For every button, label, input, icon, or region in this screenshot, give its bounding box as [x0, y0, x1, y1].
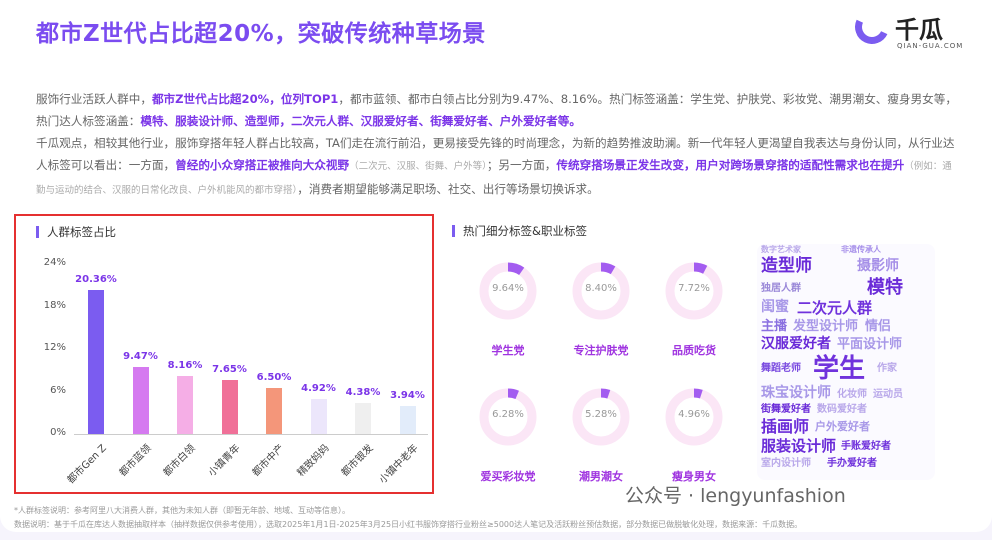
tag-donut: 6.28% — [479, 388, 537, 446]
cloud-word: 数码爱好者 — [817, 404, 867, 415]
cloud-word: 非遗传承人 — [841, 245, 881, 254]
cloud-word: 独居人群 — [761, 283, 801, 294]
audience-bar-chart: 人群标签占比 0% 6% 12% 18% 24% 20.36% 都市Gen Z 9.47% 都市… — [14, 214, 434, 494]
tag-donut: 8.40% — [572, 262, 630, 320]
y-tick: 18% — [43, 299, 66, 311]
cloud-word: 服装设计师 — [761, 437, 837, 455]
cloud-word: 插画师 — [761, 417, 810, 436]
cloud-word: 户外爱好者 — [815, 420, 870, 433]
y-tick: 12% — [43, 342, 66, 353]
x-tick: 精致妈妈 — [295, 442, 332, 479]
tag-donut: 9.64% — [479, 262, 537, 320]
tag-label: 潮男潮女 — [579, 470, 623, 483]
tag-value: 6.28% — [492, 409, 524, 420]
bar — [355, 402, 371, 434]
x-tick: 都市银发 — [339, 442, 376, 479]
tag-label: 专注护肤党 — [573, 344, 629, 357]
y-tick: 0% — [50, 427, 66, 438]
tag-value: 4.96% — [678, 409, 710, 420]
cloud-word: 手办爱好者 — [827, 458, 877, 469]
cloud-word: 学生 — [813, 354, 866, 384]
cloud-word: 情侣 — [865, 319, 892, 334]
tag-donut: 4.96% — [665, 388, 723, 446]
tag-donut: 5.28% — [572, 388, 630, 446]
y-tick: 6% — [50, 384, 66, 396]
logo-name: 千瓜 — [895, 16, 943, 44]
cloud-word: 珠宝设计师 — [761, 385, 831, 401]
page-title: 都市Z世代占比超20%，突破传统种草场景 — [36, 21, 486, 47]
bar — [177, 376, 193, 434]
tag-value: 9.64% — [492, 283, 524, 294]
cloud-word: 汉服爱好者 — [761, 336, 831, 352]
bar-value-label: 8.16% — [167, 360, 203, 372]
summary-text: 服饰行业活跃人群中，都市Z世代占比超20%，位列TOP1，都市蓝领、都市白领占比… — [36, 92, 957, 196]
tag-label: 品质吃货 — [672, 344, 716, 357]
bar — [399, 406, 416, 434]
x-tick: 小镇中老年 — [376, 442, 421, 486]
cloud-word: 平面设计师 — [837, 337, 903, 352]
cloud-word: 摄影师 — [857, 258, 899, 274]
x-tick: 都市白领 — [161, 442, 198, 479]
cloud-word: 二次元人群 — [797, 299, 873, 317]
tag-value: 7.72% — [678, 283, 710, 294]
bar-value-label: 3.94% — [390, 390, 425, 402]
bar-value-label: 4.38% — [345, 386, 381, 398]
footnote-data: 数据说明：基于千瓜在库达人数据抽取样本（抽样数据仅供参考使用），选取2025年1… — [14, 520, 803, 529]
tag-value: 5.28% — [585, 409, 617, 420]
x-tick: 都市Gen Z — [65, 442, 109, 487]
bar-value-label: 4.92% — [301, 383, 336, 395]
tag-value: 8.40% — [585, 283, 617, 294]
wechat-watermark: 公众号 · lengyunfashion — [625, 485, 846, 507]
bar-value-label: 6.50% — [256, 371, 292, 383]
cloud-word: 造型师 — [761, 256, 812, 276]
cloud-word: 室内设计师 — [761, 458, 811, 469]
cloud-word: 手账爱好者 — [841, 441, 891, 452]
chart-title: 人群标签占比 — [36, 226, 116, 238]
bar — [132, 366, 149, 434]
cloud-word: 运动员 — [873, 389, 903, 400]
bar — [88, 289, 104, 434]
cloud-word: 模特 — [867, 277, 903, 298]
cloud-word: 数字艺术家 — [761, 245, 801, 254]
bar — [266, 387, 282, 434]
word-cloud: 数字艺术家 非遗传承人造型师 摄影师模特 独居人群二次元人群 闺蜜 发型设计师 主播 情侣汉服… — [757, 244, 935, 480]
x-axis — [74, 434, 428, 435]
cloud-word: 化妆师 — [837, 389, 867, 400]
qiangua-logo: 千瓜 QIAN-GUA.COM — [850, 5, 975, 58]
x-tick: 都市蓝领 — [117, 442, 154, 479]
x-tick: 小镇青年 — [206, 442, 243, 479]
logo-sub: QIAN-GUA.COM — [897, 42, 964, 50]
tag-label: 学生党 — [491, 344, 525, 357]
logo-mark-icon — [850, 5, 894, 49]
tag-label: 瘦身男女 — [672, 470, 716, 483]
bar-value-label: 20.36% — [75, 273, 117, 285]
cloud-word: 闺蜜 — [761, 299, 789, 315]
bar — [310, 399, 327, 434]
bar — [221, 379, 238, 434]
bar-value-label: 9.47% — [123, 350, 158, 362]
y-tick: 24% — [43, 257, 66, 268]
x-tick: 都市中产 — [250, 442, 287, 479]
tag-label: 爱买彩妆党 — [480, 470, 536, 483]
cloud-word: 舞蹈老师 — [761, 363, 801, 374]
tag-donut: 7.72% — [665, 262, 723, 320]
footnote-audience: *人群标签说明：参考阿里八大消费人群，其他为未知人群（即暂无年龄、地域、互动等信… — [14, 506, 350, 515]
cloud-word: 主播 — [761, 319, 788, 334]
bar-value-label: 7.65% — [212, 363, 247, 375]
cloud-word: 街舞爱好者 — [761, 404, 811, 415]
tags-title: 热门细分标签&职业标签 — [452, 225, 587, 237]
cloud-word: 作家 — [877, 363, 897, 374]
cloud-word: 发型设计师 — [793, 319, 859, 334]
